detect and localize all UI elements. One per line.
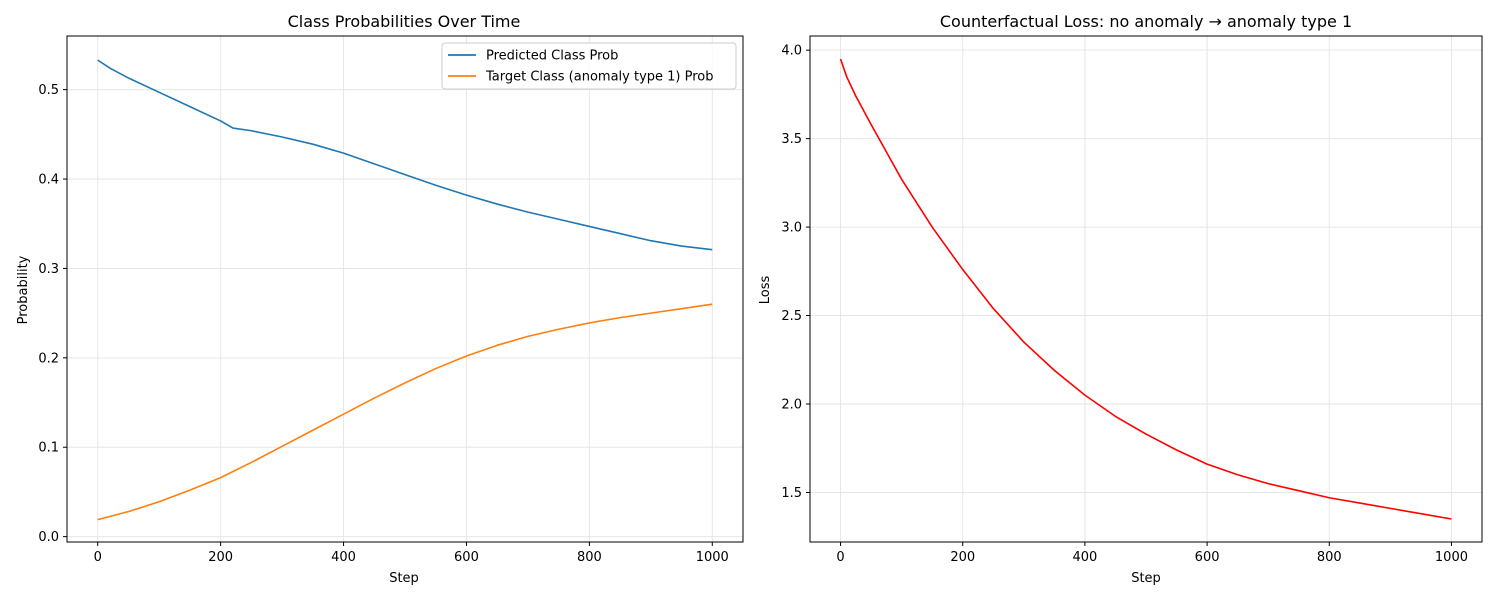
chart-left-ylabel: Probability	[16, 255, 31, 324]
chart-left-xtick-label: 600	[454, 550, 479, 565]
chart-right-ytick-label: 3.5	[781, 132, 802, 147]
chart-right-ytick-label: 4.0	[781, 44, 802, 59]
chart-left-ytick-label: 0.1	[38, 441, 59, 456]
chart-left-series-line-0	[97, 59, 713, 251]
chart-left-frame	[66, 35, 744, 543]
chart-right: 0 200 400 600 800 1000 1.5 2.0 2.5 3.0 3.5 4.0	[781, 35, 1483, 565]
chart-right-ytick-label: 1.5	[781, 486, 802, 501]
chart-right-title: Counterfactual Loss: no anomaly → anomal…	[940, 12, 1352, 31]
chart-right-ylabel: Loss	[758, 276, 773, 305]
chart-right-xtick-label: 800	[1317, 550, 1342, 565]
chart-left-ytick-label: 0.0	[38, 530, 59, 545]
chart-right-xtick-label: 600	[1195, 550, 1220, 565]
chart-right-xlabel: Step	[1131, 571, 1161, 586]
chart-left-xtick-label: 200	[208, 550, 233, 565]
chart-right-ytick-label: 2.0	[781, 398, 802, 413]
chart-left-xtick-label: 400	[331, 550, 356, 565]
chart-left-ytick-label: 0.3	[38, 262, 59, 277]
chart-right-xtick-label: 0	[836, 550, 844, 565]
chart-right-xtick-label: 1000	[1435, 550, 1468, 565]
chart-left: 0 200 400 600 800 1000 0.0 0.1 0.2 0.3 0.4 0.5 Predi…	[38, 35, 744, 565]
chart-left-legend-label: Target Class (anomaly type 1) Prob	[485, 70, 714, 85]
chart-right-xtick-label: 400	[1072, 550, 1097, 565]
chart-left-ytick-label: 0.2	[38, 351, 59, 366]
chart-left-legend	[441, 42, 737, 90]
chart-left-xtick-label: 1000	[696, 550, 729, 565]
chart-left-ytick-label: 0.5	[38, 83, 59, 98]
chart-right-series-line-0	[839, 58, 1452, 520]
chart-right-ytick-label: 3.0	[781, 221, 802, 236]
chart-left-title: Class Probabilities Over Time	[288, 12, 521, 31]
chart-right-xtick-label: 200	[950, 550, 975, 565]
chart-left-xtick-label: 0	[94, 550, 102, 565]
chart-right-frame	[809, 35, 1483, 543]
chart-left-series-line-1	[97, 303, 713, 521]
chart-left-xlabel: Step	[389, 571, 419, 586]
chart-right-ytick-label: 2.5	[781, 309, 802, 324]
chart-left-ytick-label: 0.4	[38, 173, 59, 188]
chart-left-legend-label: Predicted Class Prob	[486, 49, 618, 64]
chart-left-xtick-label: 800	[577, 550, 602, 565]
